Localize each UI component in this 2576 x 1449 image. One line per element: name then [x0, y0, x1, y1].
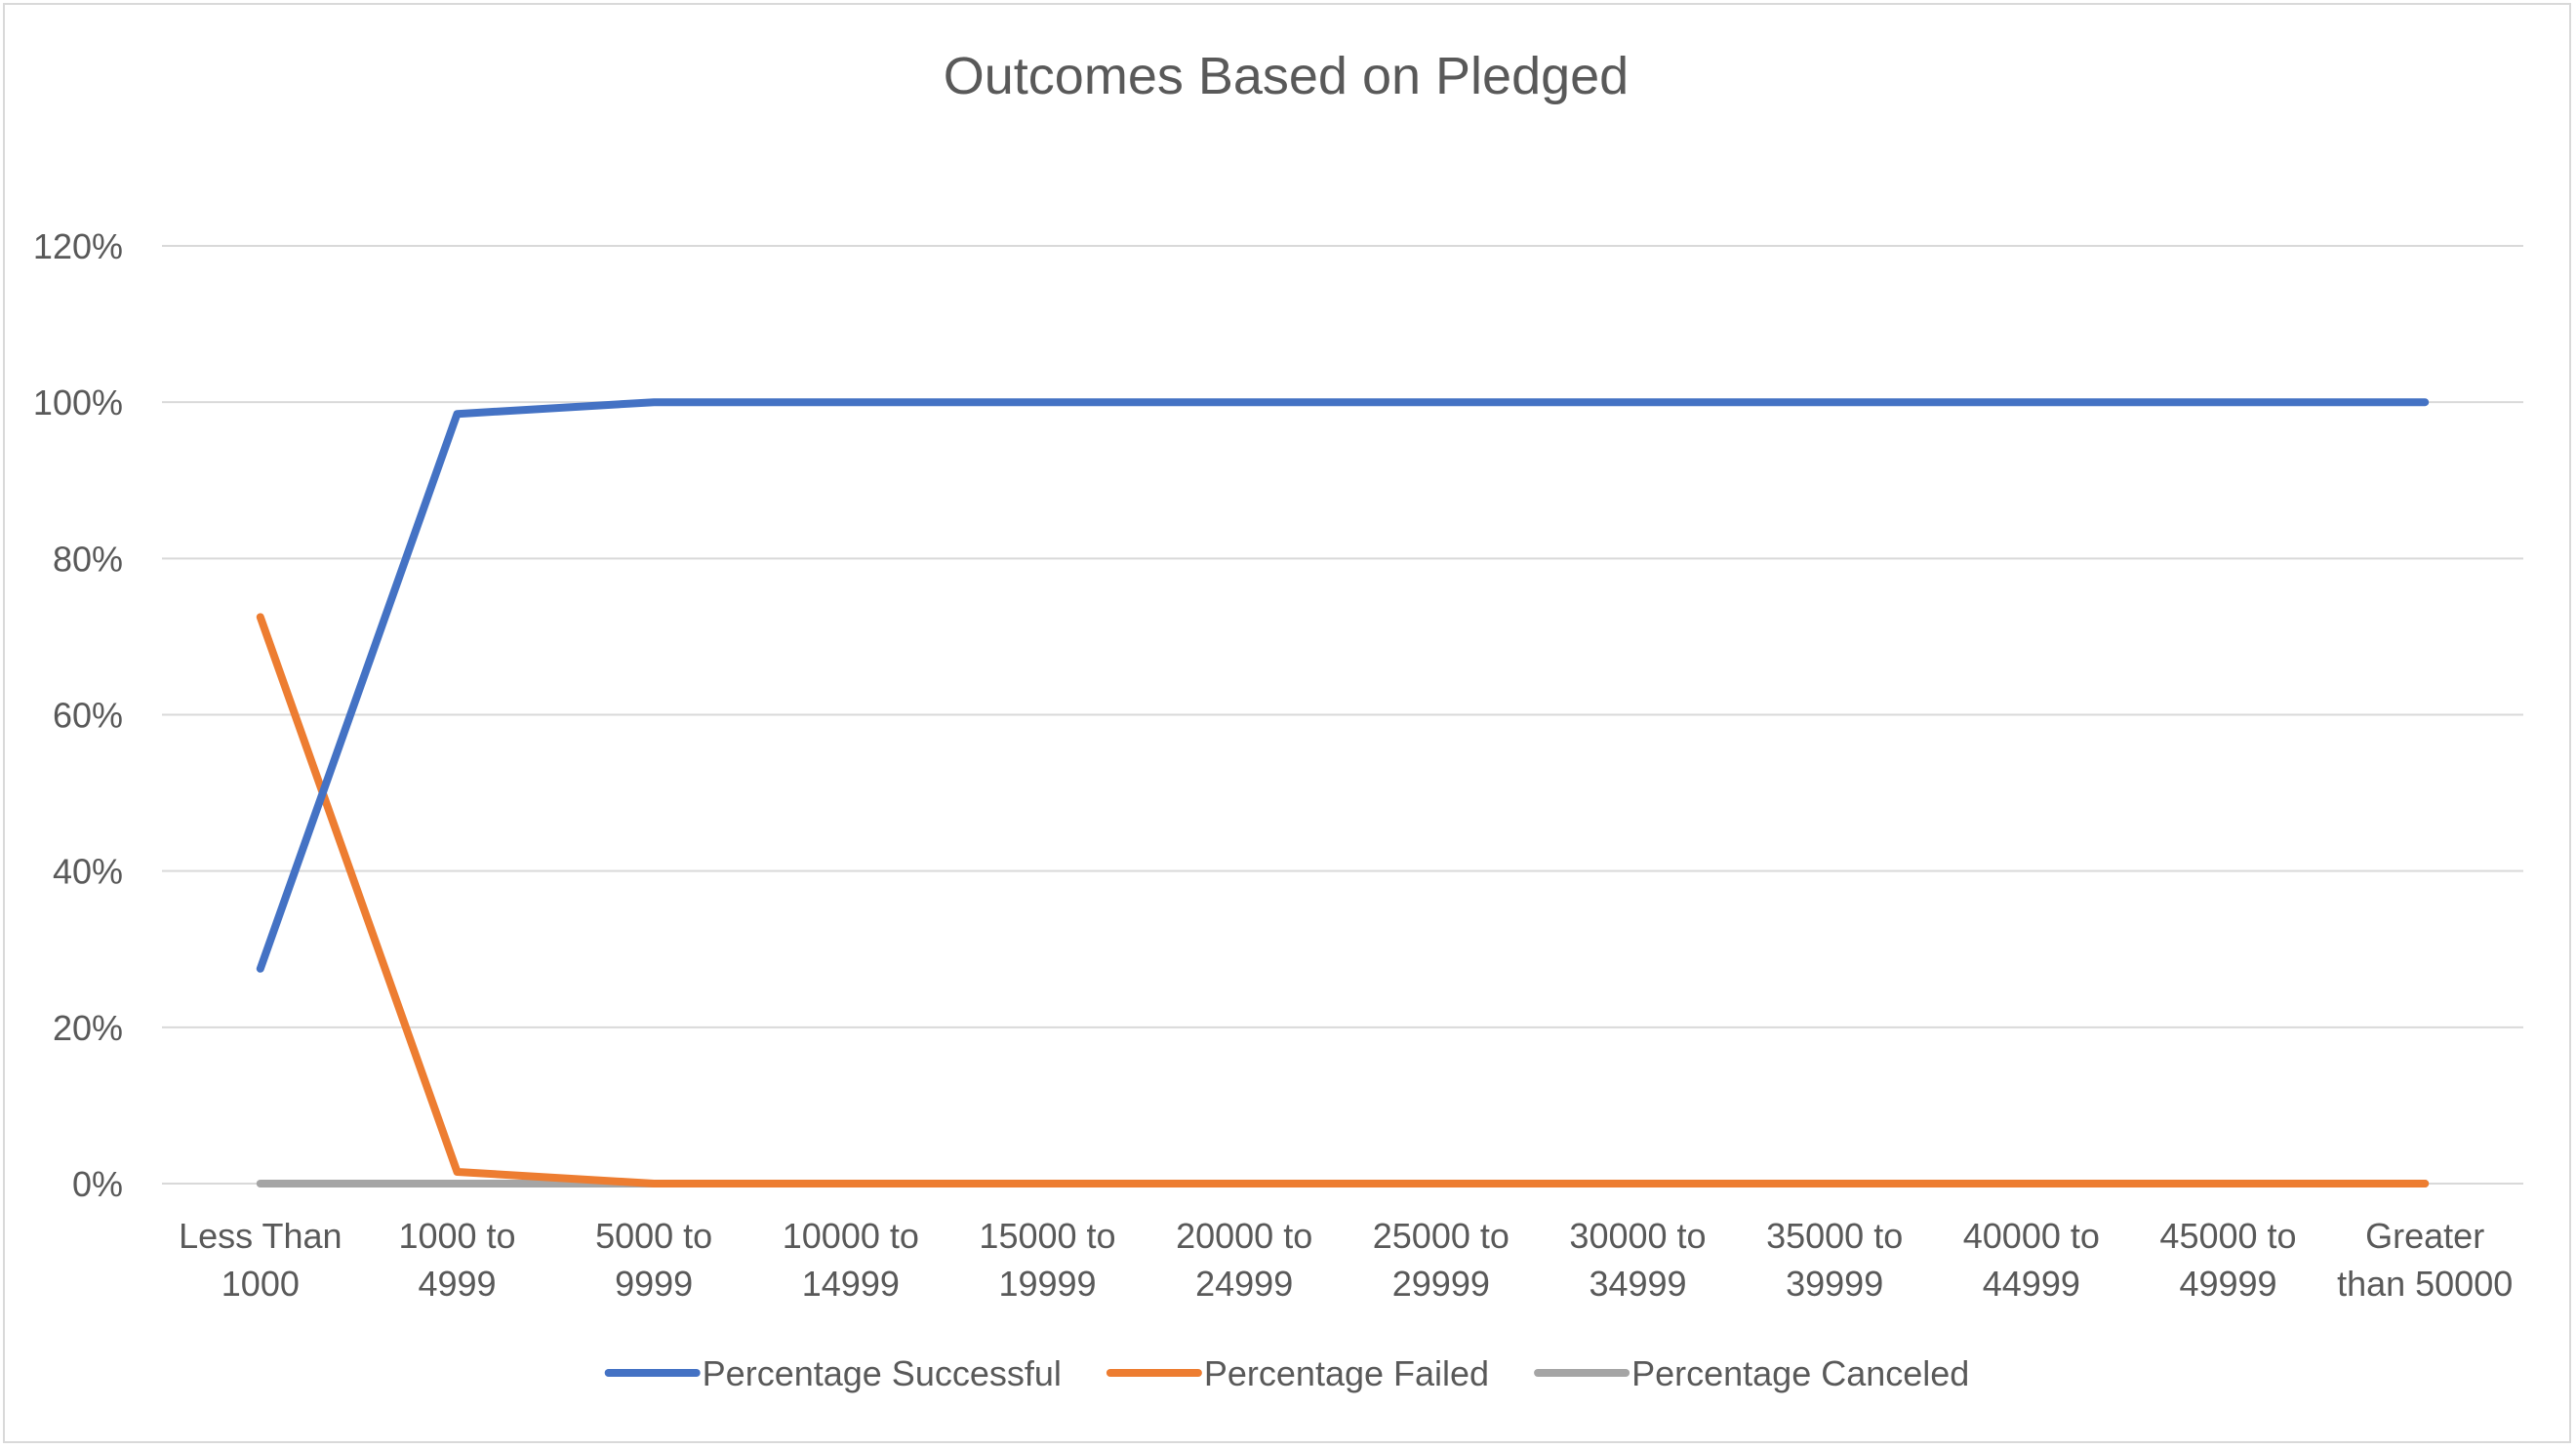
- y-tick-label: 100%: [33, 382, 123, 423]
- legend: Percentage Successful Percentage Failed Pe…: [604, 1353, 1969, 1393]
- x-tick-label: 10000 to 14999: [783, 1216, 919, 1304]
- y-tick-label: 40%: [53, 852, 123, 892]
- x-tick-label: Less Than 1000: [179, 1216, 342, 1304]
- chart-area: [3, 3, 2571, 1443]
- legend-label-percentage-successful: Percentage Successful: [703, 1353, 1062, 1393]
- y-tick-label: 80%: [53, 539, 123, 579]
- x-tick-label: 1000 to 4999: [398, 1216, 515, 1304]
- x-tick-label: 40000 to 44999: [1963, 1216, 2100, 1304]
- y-tick-label: 60%: [53, 696, 123, 736]
- x-axis-tick-labels: Less Than 1000 1000 to 4999 5000 to 9999 10000…: [179, 1216, 2513, 1304]
- chart-title: Outcomes Based on Pledged: [944, 47, 1629, 105]
- x-tick-label: 25000 to 29999: [1373, 1216, 1509, 1304]
- x-tick-label: 45000 to 49999: [2159, 1216, 2296, 1304]
- y-tick-label: 120%: [33, 226, 123, 266]
- x-tick-label: Greater than 50000: [2337, 1216, 2513, 1304]
- x-tick-label: 5000 to 9999: [595, 1216, 712, 1304]
- gridlines: [162, 245, 2523, 1185]
- y-tick-label: 20%: [53, 1008, 123, 1048]
- series-line-percentage-failed: [256, 613, 2430, 1187]
- y-tick-label: 0%: [72, 1164, 123, 1204]
- x-tick-label: 15000 to 19999: [979, 1216, 1115, 1304]
- y-axis-tick-labels: 0% 20% 40% 60% 80% 100% 120%: [33, 226, 123, 1204]
- legend-label-percentage-canceled: Percentage Canceled: [1631, 1353, 1969, 1393]
- legend-label-percentage-failed: Percentage Failed: [1204, 1353, 1489, 1393]
- series-lines: [256, 398, 2430, 1187]
- x-tick-label: 20000 to 24999: [1176, 1216, 1312, 1304]
- x-tick-label: 30000 to 34999: [1569, 1216, 1706, 1304]
- x-tick-label: 35000 to 39999: [1766, 1216, 1903, 1304]
- series-line-percentage-successful: [256, 398, 2430, 973]
